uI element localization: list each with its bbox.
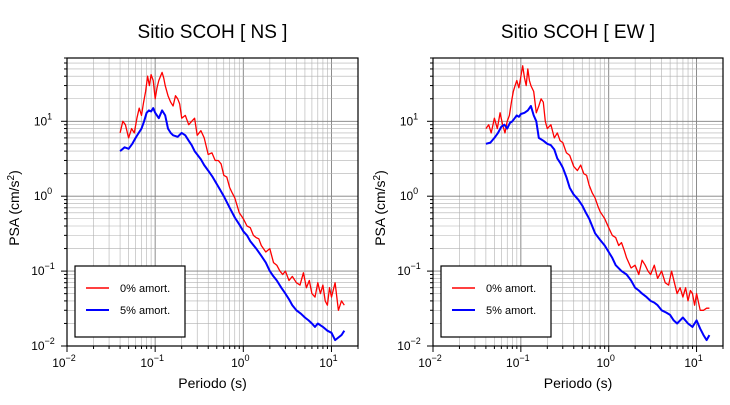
x-tick-label: 100 — [597, 353, 615, 370]
chart-title: Sitio SCOH [ NS ] — [138, 22, 288, 43]
chart-panel-2: 10−2 10−1 100 101 10−2 10−1 100 101 Sitio SCOH [… — [372, 22, 724, 391]
y-tick-label: 101 — [34, 111, 52, 128]
x-tick-label: 101 — [684, 353, 702, 370]
y-tick-label: 100 — [34, 186, 52, 203]
y-tick-label: 10−2 — [31, 336, 55, 353]
legend: 0% amort. 5% amort. — [74, 265, 186, 338]
y-tick-label: 101 — [400, 111, 418, 128]
legend: 0% amort. 5% amort. — [440, 265, 552, 338]
plot-frame — [432, 57, 724, 347]
series-line-undamped — [485, 65, 710, 311]
x-axis-label: Periodo (s) — [178, 375, 246, 391]
series-line-damped — [485, 105, 711, 342]
x-tick-label: 101 — [319, 353, 337, 370]
chart-title: Sitio SCOH [ EW ] — [501, 22, 655, 43]
legend-label: 0% amort. — [120, 283, 170, 295]
legend-label: 5% amort. — [120, 305, 170, 317]
legend-label: 0% amort. — [486, 283, 536, 295]
y-tick-label: 100 — [400, 186, 418, 203]
legend-box — [74, 265, 186, 338]
x-tick-label: 10−2 — [418, 353, 442, 370]
axis-ticks — [427, 57, 724, 352]
y-axis-label: PSA (cm/s2) — [6, 170, 22, 246]
plot-frame — [66, 57, 359, 347]
x-tick-label: 10−2 — [52, 353, 76, 370]
gridlines — [66, 57, 359, 347]
y-axis-label: PSA (cm/s2) — [372, 170, 388, 246]
x-tick-label: 100 — [231, 353, 249, 370]
x-tick-label: 10−1 — [506, 353, 530, 370]
y-tick-label: 10−2 — [397, 336, 421, 353]
legend-label: 5% amort. — [486, 305, 536, 317]
legend-box — [440, 265, 552, 338]
y-tick-label: 10−1 — [397, 261, 421, 278]
x-axis-label: Periodo (s) — [544, 375, 612, 391]
y-tick-label: 10−1 — [31, 261, 55, 278]
x-tick-label: 10−1 — [140, 353, 164, 370]
series-line-damped — [119, 107, 346, 342]
series-line-undamped — [119, 71, 345, 311]
chart-panel-1: 10−2 10−1 100 101 10−2 10−1 100 101 Sitio SCOH [… — [6, 22, 359, 391]
axis-ticks — [61, 57, 359, 352]
